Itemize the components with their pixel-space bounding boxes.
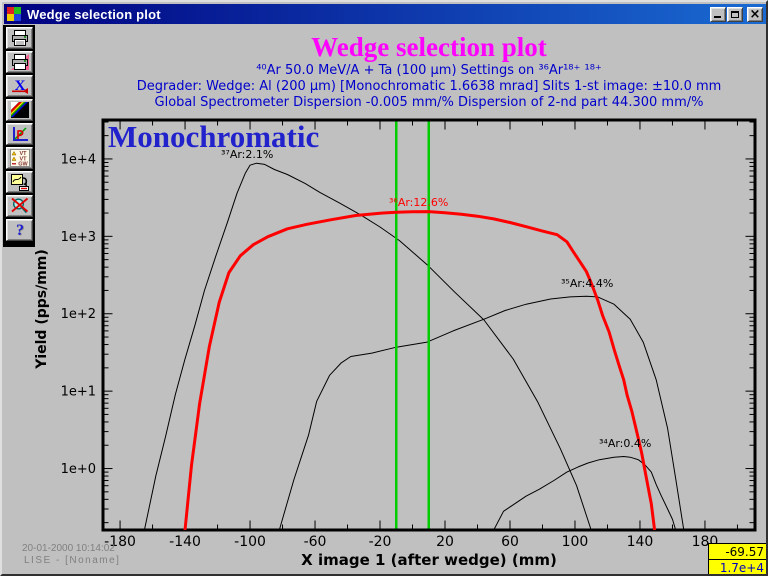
app-icon xyxy=(7,7,22,21)
close-icon: × xyxy=(749,6,761,22)
y-axis-title: Yield (pps/mm) xyxy=(34,249,50,369)
excel-export-icon: X xyxy=(11,78,28,94)
help-icon: ? ? xyxy=(16,222,25,240)
svg-text:VT: VT xyxy=(19,151,27,157)
reaction-settings-line: ⁴⁰Ar 50.0 MeV/A + Ta (100 μm) Settings o… xyxy=(256,63,602,78)
svg-text:VT: VT xyxy=(19,157,27,163)
svg-text:100: 100 xyxy=(562,534,589,550)
svg-text:?: ? xyxy=(17,223,25,240)
zoom-disabled-button[interactable] xyxy=(6,195,33,217)
svg-text:1e+3: 1e+3 xyxy=(61,230,96,245)
color-palette-button[interactable] xyxy=(6,99,33,121)
svg-text:1e+4: 1e+4 xyxy=(61,152,96,167)
titlebar[interactable]: Wedge selection plot × xyxy=(4,4,766,24)
window-controls: × xyxy=(709,6,763,22)
copy-plot-window-button[interactable] xyxy=(6,171,33,193)
svg-text:60: 60 xyxy=(501,534,519,550)
svg-text:140: 140 xyxy=(627,534,654,550)
curve-label-34Ar: ³⁴Ar:0.4% xyxy=(599,437,652,450)
minimize-icon xyxy=(714,15,721,18)
svg-text:-140: -140 xyxy=(169,534,201,550)
mode-label: Monochromatic xyxy=(108,119,320,154)
status-datetime: 20-01-2000 10:14:02 xyxy=(22,543,115,554)
printer-icon xyxy=(11,30,28,46)
toolbar: X xyxy=(3,25,35,247)
print-button[interactable] xyxy=(6,27,33,49)
minimize-button[interactable] xyxy=(710,6,726,22)
plot-style-button[interactable] xyxy=(6,123,33,145)
svg-text:1e+2: 1e+2 xyxy=(61,307,96,322)
set-vt-gw-button[interactable]: VT VT GW xyxy=(6,147,33,169)
curve-label-35Ar: ³⁵Ar:4.4% xyxy=(561,277,614,290)
close-button[interactable]: × xyxy=(747,6,763,22)
help-button[interactable]: ? ? xyxy=(6,219,33,241)
svg-text:-60: -60 xyxy=(304,534,327,550)
zoom-disabled-icon xyxy=(10,197,28,214)
svg-text:?: ? xyxy=(16,222,24,239)
excel-export-button[interactable]: X xyxy=(6,75,33,97)
plot-style-icon xyxy=(12,127,28,141)
cursor-x-readout: -69.57 xyxy=(708,543,766,559)
copy-plot-window-icon xyxy=(10,174,29,191)
maximize-icon xyxy=(731,10,739,18)
printer-color-icon xyxy=(10,54,29,70)
svg-text:20: 20 xyxy=(436,534,454,550)
svg-text:-100: -100 xyxy=(234,534,266,550)
color-palette-icon xyxy=(10,102,29,118)
curve-label-36Ar: ³⁶Ar:12.6% xyxy=(389,196,449,209)
svg-text:1e+0: 1e+0 xyxy=(61,462,96,477)
print-color-button[interactable] xyxy=(6,51,33,73)
cursor-y-readout: 1.7e+4 xyxy=(708,559,766,574)
x-axis-title: X image 1 (after wedge) (mm) xyxy=(301,551,557,569)
maximize-button[interactable] xyxy=(727,6,743,22)
curve-label-37Ar: ³⁷Ar:2.1% xyxy=(221,148,274,161)
cursor-readouts: -69.57 1.7e+4 xyxy=(708,543,766,574)
set-vt-gw-icon: VT VT GW xyxy=(9,149,30,168)
svg-text:-20: -20 xyxy=(369,534,392,550)
status-app-name: LISE - [Noname] xyxy=(24,555,121,566)
svg-text:1e+1: 1e+1 xyxy=(61,385,96,400)
plot-header: Wedge selection plot ⁴⁰Ar 50.0 MeV/A + T… xyxy=(103,32,755,111)
window-title: Wedge selection plot xyxy=(27,6,161,22)
svg-text:X: X xyxy=(14,78,25,94)
svg-text:GW: GW xyxy=(18,162,28,168)
degrader-line: Degrader: Wedge: Al (200 μm) [Monochroma… xyxy=(136,79,722,94)
dispersion-line: Global Spectrometer Dispersion -0.005 mm… xyxy=(154,95,704,110)
svg-text:-180: -180 xyxy=(104,534,136,550)
plot-title: Wedge selection plot xyxy=(311,32,547,62)
